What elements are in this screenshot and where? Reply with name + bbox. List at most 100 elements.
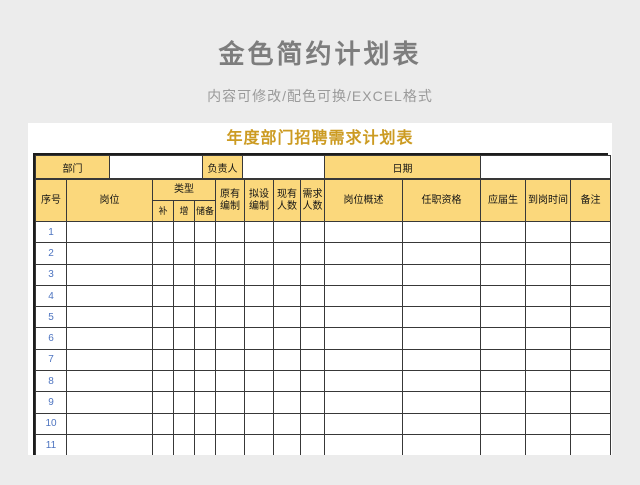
- empty-data-cell[interactable]: [300, 284, 325, 308]
- empty-data-cell[interactable]: [194, 412, 216, 435]
- empty-data-cell[interactable]: [244, 306, 274, 329]
- empty-data-cell[interactable]: [570, 263, 611, 286]
- empty-data-cell[interactable]: [525, 370, 571, 393]
- empty-data-cell[interactable]: [152, 370, 174, 393]
- empty-data-cell[interactable]: [152, 327, 174, 350]
- empty-data-cell[interactable]: [194, 327, 216, 350]
- empty-data-cell[interactable]: [570, 220, 611, 244]
- empty-data-cell[interactable]: [244, 370, 274, 393]
- empty-data-cell[interactable]: [480, 348, 526, 372]
- empty-data-cell[interactable]: [300, 263, 325, 286]
- empty-data-cell[interactable]: [300, 370, 325, 393]
- empty-data-cell[interactable]: [66, 348, 153, 372]
- empty-data-cell[interactable]: [525, 220, 571, 244]
- empty-data-cell[interactable]: [402, 327, 481, 350]
- empty-data-cell[interactable]: [525, 412, 571, 435]
- empty-data-cell[interactable]: [273, 412, 301, 435]
- manager-value-cell[interactable]: [242, 155, 325, 179]
- empty-data-cell[interactable]: [194, 263, 216, 286]
- empty-data-cell[interactable]: [324, 370, 403, 393]
- empty-data-cell[interactable]: [402, 433, 481, 455]
- empty-data-cell[interactable]: [244, 284, 274, 308]
- empty-data-cell[interactable]: [173, 306, 195, 329]
- empty-data-cell[interactable]: [402, 370, 481, 393]
- empty-data-cell[interactable]: [402, 263, 481, 286]
- empty-data-cell[interactable]: [215, 242, 245, 265]
- empty-data-cell[interactable]: [194, 391, 216, 414]
- empty-data-cell[interactable]: [324, 284, 403, 308]
- empty-data-cell[interactable]: [244, 348, 274, 372]
- empty-data-cell[interactable]: [324, 348, 403, 372]
- empty-data-cell[interactable]: [480, 327, 526, 350]
- empty-data-cell[interactable]: [173, 348, 195, 372]
- empty-data-cell[interactable]: [215, 306, 245, 329]
- empty-data-cell[interactable]: [173, 391, 195, 414]
- empty-data-cell[interactable]: [194, 220, 216, 244]
- empty-data-cell[interactable]: [570, 412, 611, 435]
- empty-data-cell[interactable]: [173, 327, 195, 350]
- empty-data-cell[interactable]: [194, 370, 216, 393]
- empty-data-cell[interactable]: [215, 433, 245, 455]
- empty-data-cell[interactable]: [273, 348, 301, 372]
- empty-data-cell[interactable]: [194, 348, 216, 372]
- empty-data-cell[interactable]: [570, 370, 611, 393]
- empty-data-cell[interactable]: [324, 412, 403, 435]
- empty-data-cell[interactable]: [570, 306, 611, 329]
- empty-data-cell[interactable]: [525, 284, 571, 308]
- empty-data-cell[interactable]: [570, 327, 611, 350]
- empty-data-cell[interactable]: [402, 284, 481, 308]
- empty-data-cell[interactable]: [300, 348, 325, 372]
- empty-data-cell[interactable]: [273, 327, 301, 350]
- empty-data-cell[interactable]: [570, 433, 611, 455]
- empty-data-cell[interactable]: [173, 263, 195, 286]
- empty-data-cell[interactable]: [324, 263, 403, 286]
- empty-data-cell[interactable]: [215, 370, 245, 393]
- empty-data-cell[interactable]: [244, 263, 274, 286]
- empty-data-cell[interactable]: [66, 412, 153, 435]
- empty-data-cell[interactable]: [66, 242, 153, 265]
- empty-data-cell[interactable]: [300, 412, 325, 435]
- empty-data-cell[interactable]: [324, 242, 403, 265]
- empty-data-cell[interactable]: [570, 242, 611, 265]
- empty-data-cell[interactable]: [402, 242, 481, 265]
- empty-data-cell[interactable]: [324, 433, 403, 455]
- empty-data-cell[interactable]: [66, 284, 153, 308]
- empty-data-cell[interactable]: [525, 327, 571, 350]
- empty-data-cell[interactable]: [273, 220, 301, 244]
- empty-data-cell[interactable]: [273, 263, 301, 286]
- empty-data-cell[interactable]: [152, 242, 174, 265]
- empty-data-cell[interactable]: [194, 433, 216, 455]
- empty-data-cell[interactable]: [273, 391, 301, 414]
- empty-data-cell[interactable]: [244, 391, 274, 414]
- empty-data-cell[interactable]: [173, 433, 195, 455]
- empty-data-cell[interactable]: [66, 306, 153, 329]
- empty-data-cell[interactable]: [525, 263, 571, 286]
- empty-data-cell[interactable]: [244, 327, 274, 350]
- empty-data-cell[interactable]: [173, 220, 195, 244]
- empty-data-cell[interactable]: [324, 327, 403, 350]
- empty-data-cell[interactable]: [173, 242, 195, 265]
- empty-data-cell[interactable]: [66, 370, 153, 393]
- empty-data-cell[interactable]: [480, 433, 526, 455]
- empty-data-cell[interactable]: [300, 433, 325, 455]
- empty-data-cell[interactable]: [570, 348, 611, 372]
- empty-data-cell[interactable]: [480, 412, 526, 435]
- empty-data-cell[interactable]: [273, 306, 301, 329]
- empty-data-cell[interactable]: [194, 284, 216, 308]
- empty-data-cell[interactable]: [194, 306, 216, 329]
- empty-data-cell[interactable]: [244, 220, 274, 244]
- empty-data-cell[interactable]: [300, 327, 325, 350]
- empty-data-cell[interactable]: [480, 306, 526, 329]
- empty-data-cell[interactable]: [244, 412, 274, 435]
- empty-data-cell[interactable]: [525, 348, 571, 372]
- empty-data-cell[interactable]: [525, 242, 571, 265]
- empty-data-cell[interactable]: [152, 306, 174, 329]
- empty-data-cell[interactable]: [215, 327, 245, 350]
- empty-data-cell[interactable]: [324, 220, 403, 244]
- empty-data-cell[interactable]: [480, 242, 526, 265]
- empty-data-cell[interactable]: [570, 284, 611, 308]
- empty-data-cell[interactable]: [244, 242, 274, 265]
- empty-data-cell[interactable]: [402, 412, 481, 435]
- empty-data-cell[interactable]: [173, 412, 195, 435]
- empty-data-cell[interactable]: [66, 391, 153, 414]
